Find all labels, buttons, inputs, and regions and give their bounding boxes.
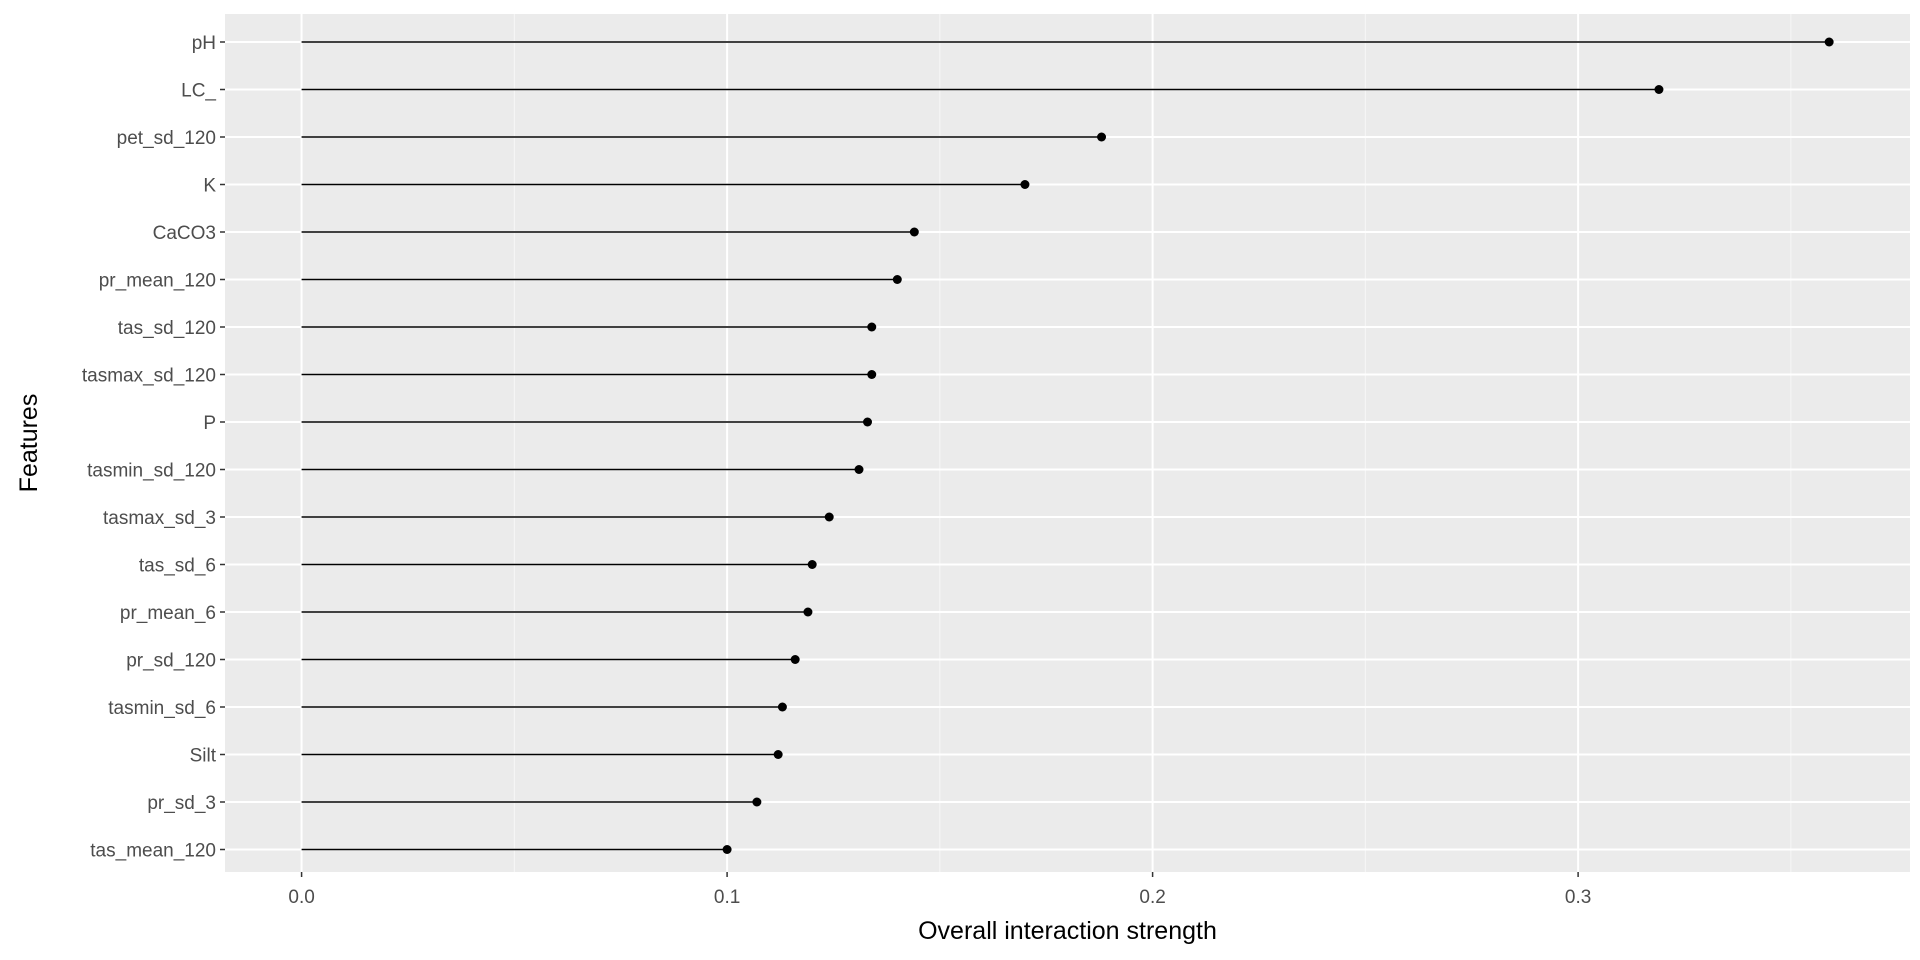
y-tick-label: pet_sd_120 xyxy=(117,128,216,149)
lollipop-point xyxy=(909,227,919,237)
y-axis: pH LC_ pet_sd_120 K CaCO3 pr_mean_120 tas_sd_1… xyxy=(82,33,225,862)
y-tick-label: tasmin_sd_6 xyxy=(108,698,216,719)
y-tick-label: pr_mean_120 xyxy=(99,271,216,292)
y-tick-label: pH xyxy=(192,33,216,54)
minor-gridlines xyxy=(513,14,1792,872)
y-tick-label: CaCO3 xyxy=(153,223,216,244)
y-tick-label: P xyxy=(203,413,216,434)
lollipop-point xyxy=(777,702,787,712)
y-tick-label: tasmin_sd_120 xyxy=(87,461,216,482)
lollipop-point xyxy=(807,560,817,569)
y-tick-label: pr_sd_120 xyxy=(126,651,216,672)
y-tick-label: tas_sd_120 xyxy=(118,318,216,339)
lollipop-point xyxy=(1654,85,1664,94)
plot-panel xyxy=(225,14,1910,872)
y-tick-label: pr_sd_3 xyxy=(147,793,216,814)
lollipop-point xyxy=(1824,37,1834,47)
x-tick-label: 0.2 xyxy=(1139,887,1165,908)
lollipop-point xyxy=(803,607,813,617)
x-tick-label: 0.1 xyxy=(714,887,740,908)
x-tick-label: 0.3 xyxy=(1565,887,1591,908)
lollipop-point xyxy=(790,655,800,664)
lollipop-point xyxy=(867,370,877,379)
lollipop-point xyxy=(1097,132,1107,142)
lollipop-point xyxy=(752,797,762,807)
y-tick-label: tas_sd_6 xyxy=(139,556,216,577)
lollipop-point xyxy=(867,322,877,332)
lollipop-point xyxy=(773,750,783,759)
lollipop-point xyxy=(854,465,864,474)
y-tick-label: pr_mean_6 xyxy=(120,603,216,624)
y-tick-label: tasmax_sd_120 xyxy=(82,366,216,387)
lollipop-point xyxy=(1020,180,1030,189)
lollipop-marks xyxy=(301,37,1834,854)
lollipop-point xyxy=(892,275,902,284)
y-tick-label: LC_ xyxy=(181,81,216,102)
x-axis-title: Overall interaction strength xyxy=(918,917,1217,945)
x-axis: 0.0 0.1 0.2 0.3 xyxy=(288,872,1591,908)
y-tick-label: Silt xyxy=(190,746,217,767)
y-tick-label: K xyxy=(203,176,216,197)
x-tick-label: 0.0 xyxy=(288,887,314,908)
lollipop-point xyxy=(722,845,732,854)
lollipop-point xyxy=(824,512,834,522)
y-tick-label: tas_mean_120 xyxy=(90,841,216,862)
lollipop-point xyxy=(863,417,873,427)
y-tick-label: tasmax_sd_3 xyxy=(103,508,216,529)
y-axis-title: Features xyxy=(15,394,43,493)
